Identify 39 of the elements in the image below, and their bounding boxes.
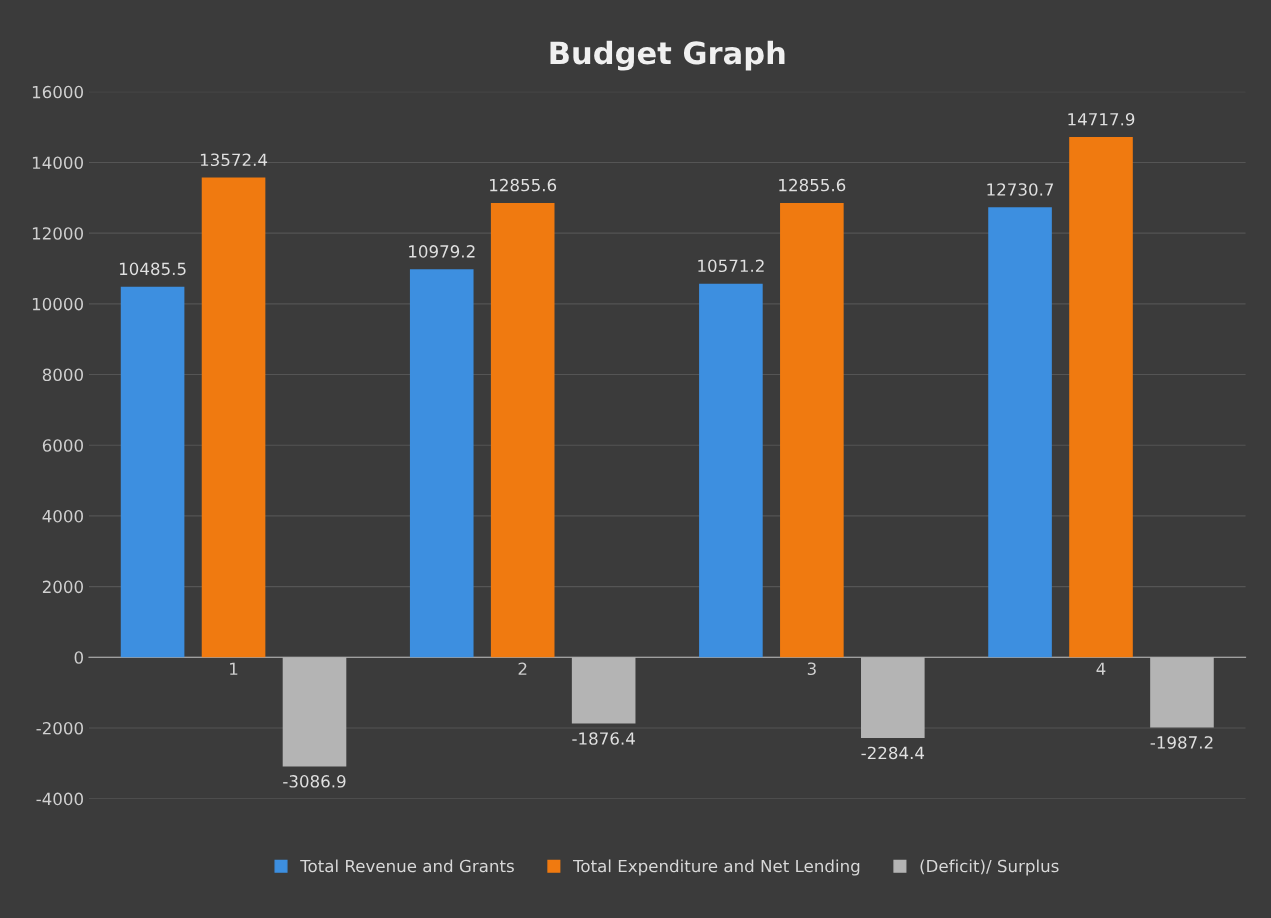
bar: [490, 202, 555, 658]
bar: [1069, 137, 1133, 658]
data-label: 12855.6: [779, 178, 846, 192]
y-tick-label: 6000: [42, 439, 83, 452]
y-tick-label: 4000: [42, 509, 83, 523]
y-tick-label: 14000: [32, 156, 83, 170]
data-label: 10979.2: [409, 245, 475, 258]
x-tick-label: 1: [230, 662, 238, 675]
data-label: 12855.6: [490, 178, 557, 192]
bar: [409, 269, 474, 658]
bar: [780, 202, 844, 658]
legend-label: Total Expenditure and Net Lending: [572, 859, 860, 876]
x-tick-label: 4: [1096, 662, 1106, 675]
x-tick-label: 2: [518, 662, 527, 675]
data-label: 12730.7: [987, 183, 1054, 196]
data-label: -2284.4: [861, 746, 925, 760]
y-tick-label: -4000: [36, 792, 83, 806]
chart-title: Budget Graph: [550, 40, 785, 71]
data-label: 13572.4: [200, 153, 268, 167]
data-label: 10571.2: [698, 259, 764, 273]
data-label: 10485.5: [119, 262, 186, 276]
y-tick-label: -2000: [36, 721, 83, 735]
y-tick-label: 12000: [32, 227, 83, 240]
legend-label: Total Revenue and Grants: [300, 859, 514, 873]
legend-label: (Deficit)/ Surplus: [920, 859, 1059, 876]
bar: [699, 283, 763, 658]
y-tick-label: 2000: [42, 580, 83, 594]
y-tick-label: 8000: [42, 368, 83, 382]
y-tick-label: 10000: [32, 297, 83, 311]
y-tick-label: 0: [74, 651, 83, 664]
data-label: 14717.9: [1068, 112, 1135, 126]
bar: [120, 286, 185, 658]
bar: [201, 177, 266, 658]
data-label: -3086.9: [283, 775, 346, 788]
x-tick-label: 3: [807, 662, 816, 676]
bar: [988, 207, 1052, 658]
y-tick-label: 16000: [32, 85, 83, 99]
data-label: -1876.4: [572, 732, 635, 745]
data-label: -1987.2: [1150, 736, 1213, 749]
